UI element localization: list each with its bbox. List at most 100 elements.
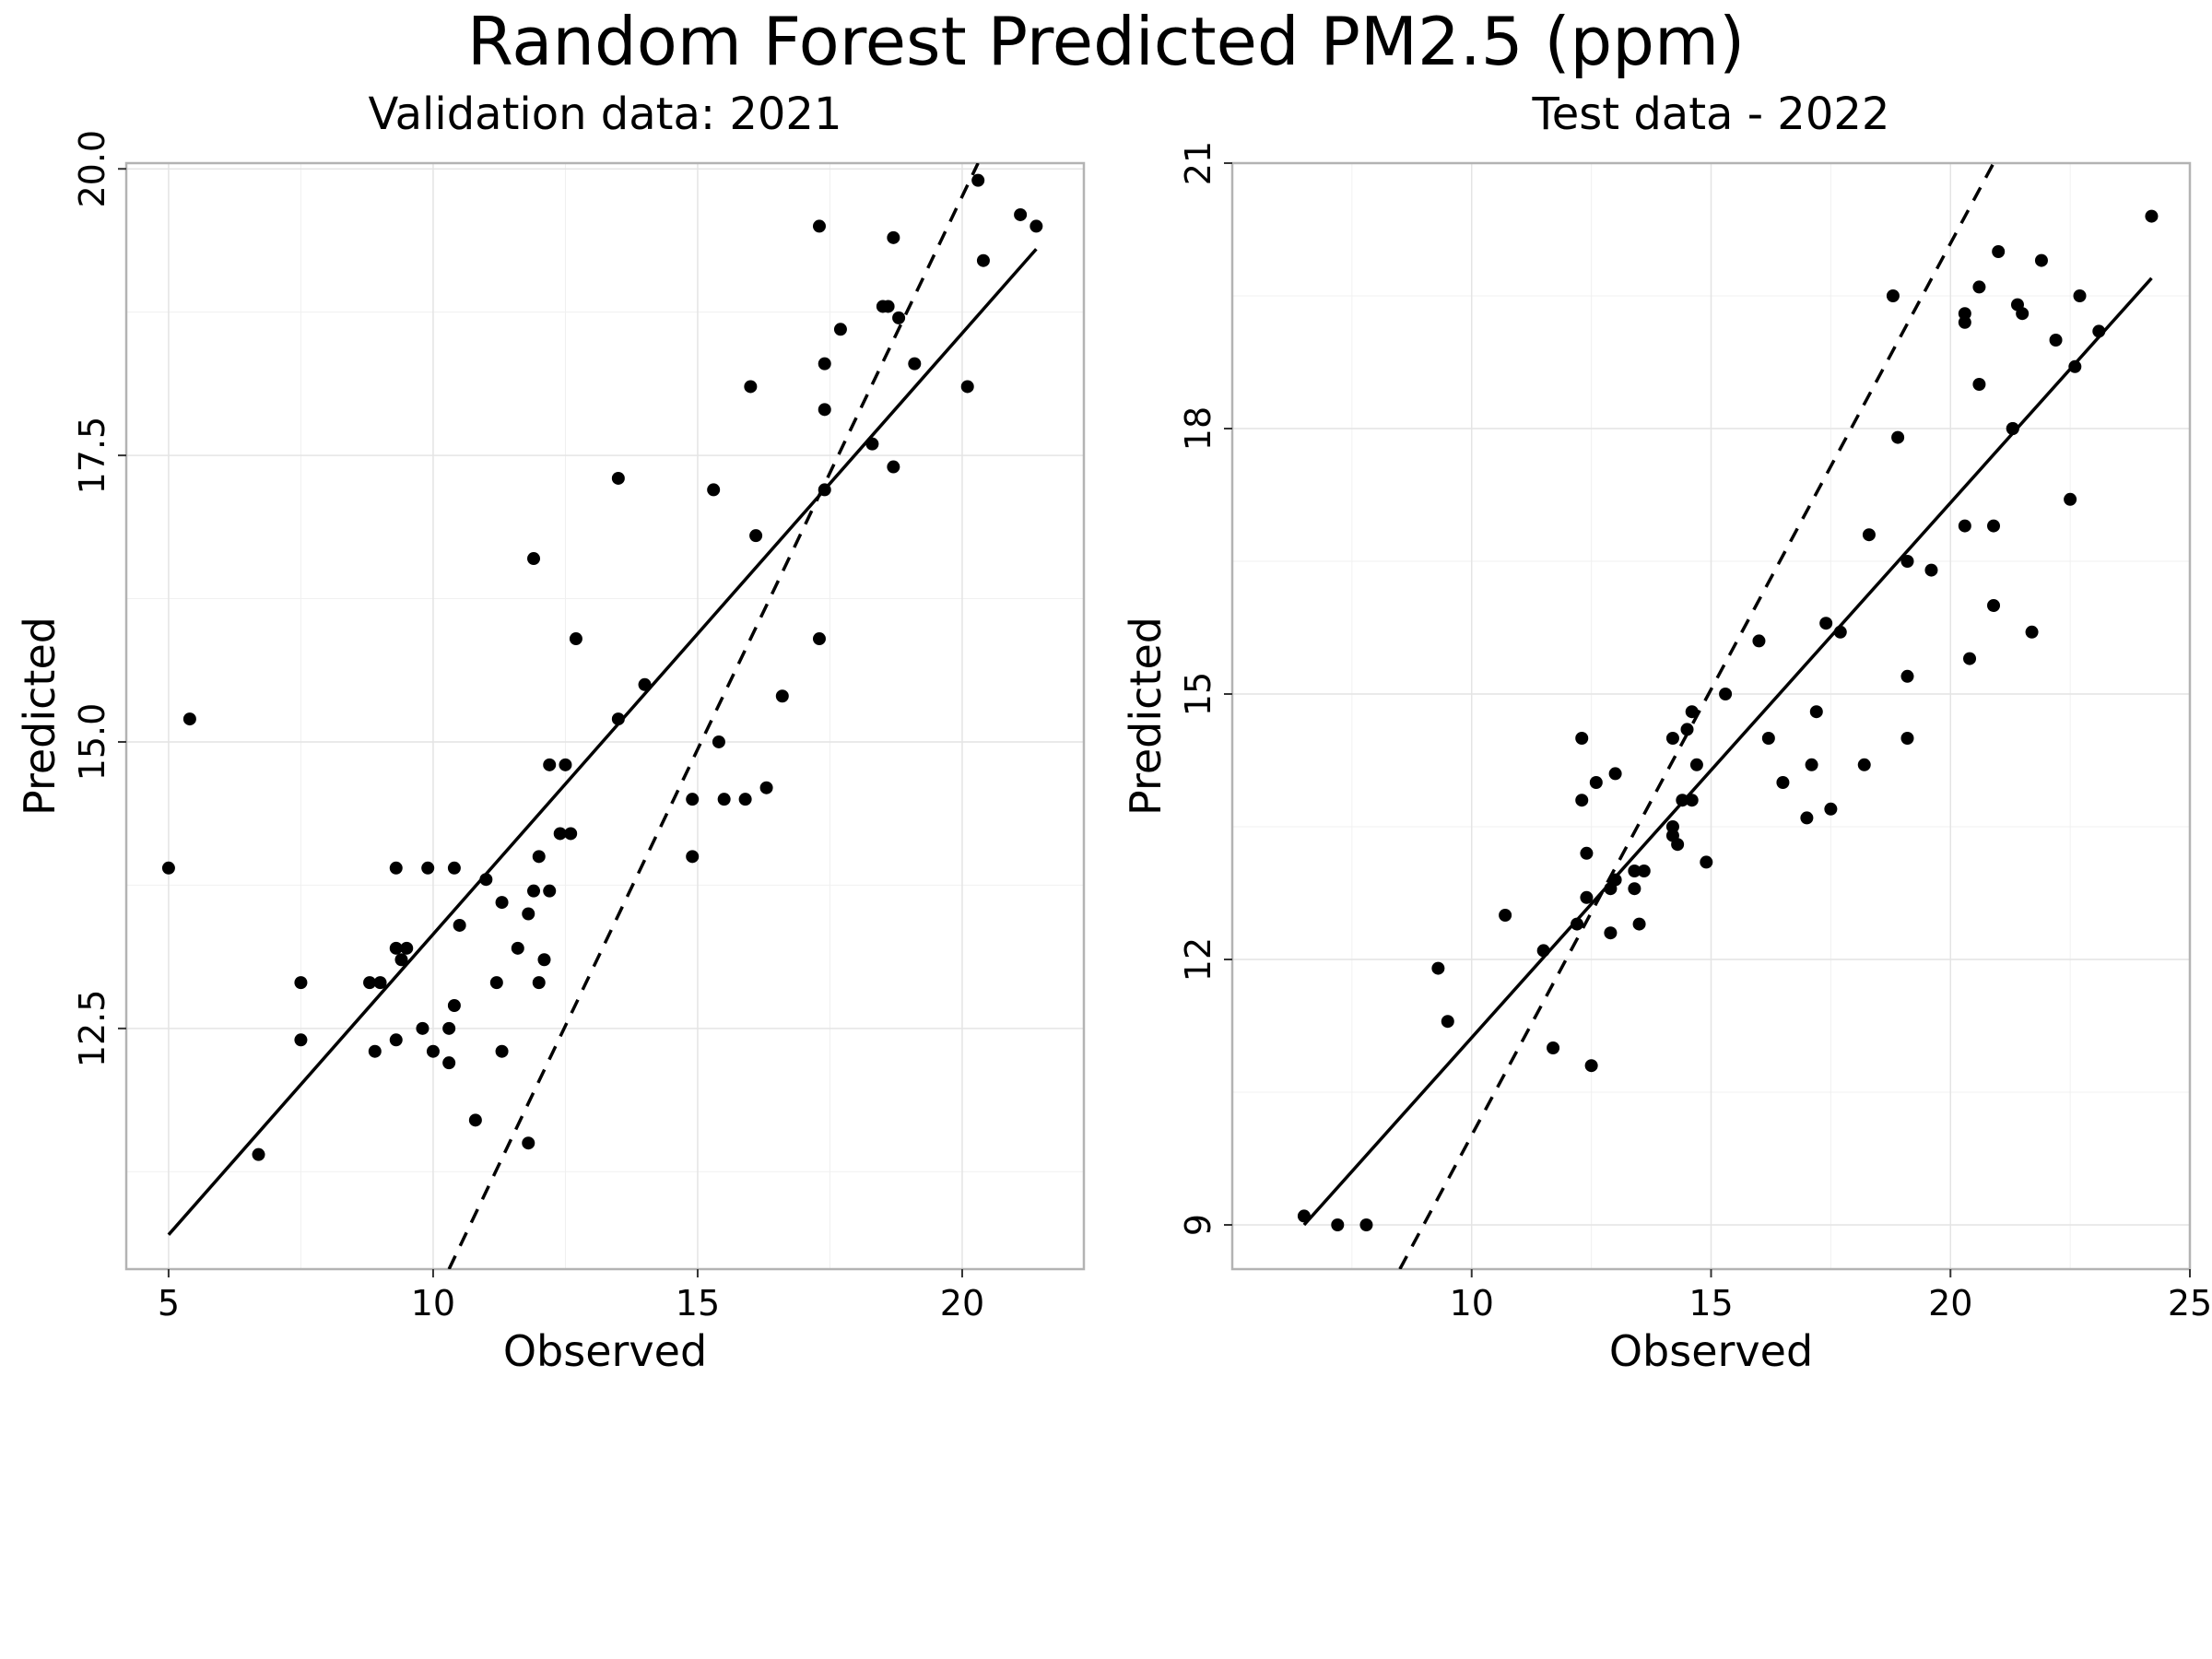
- data-point: [887, 230, 900, 244]
- data-point: [421, 861, 435, 875]
- y-axis-label: Predicted: [1121, 617, 1171, 816]
- data-point: [818, 483, 831, 497]
- data-point: [447, 861, 461, 875]
- data-point: [252, 1147, 265, 1161]
- data-point: [686, 850, 700, 864]
- data-point: [2006, 422, 2019, 435]
- data-point: [373, 976, 387, 990]
- data-point: [812, 219, 826, 233]
- data-point: [532, 976, 546, 990]
- data-point: [522, 907, 535, 921]
- data-point: [1628, 865, 1641, 877]
- data-point: [537, 953, 551, 967]
- data-point: [1575, 732, 1589, 745]
- data-point: [1676, 794, 1689, 807]
- y-tick-label: 17.5: [72, 417, 112, 495]
- data-point: [453, 918, 466, 932]
- data-point: [527, 552, 541, 566]
- data-point: [775, 689, 789, 703]
- data-point: [1809, 705, 1823, 719]
- data-point: [569, 632, 582, 646]
- data-point: [2025, 625, 2039, 639]
- data-point: [1575, 794, 1589, 807]
- data-point: [1958, 315, 1971, 329]
- data-point: [1297, 1209, 1311, 1223]
- y-tick-label: 18: [1178, 406, 1218, 451]
- data-point: [1632, 917, 1646, 931]
- data-point: [394, 953, 408, 967]
- x-tick-label: 20: [1928, 1283, 1972, 1324]
- data-point: [1958, 307, 1971, 321]
- data-point: [2073, 289, 2087, 302]
- data-point: [1972, 280, 1986, 294]
- data-point: [1628, 882, 1641, 896]
- x-tick-label: 10: [1450, 1283, 1494, 1324]
- data-point: [976, 253, 990, 267]
- data-point: [892, 311, 906, 324]
- data-point: [887, 460, 900, 474]
- y-tick-label: 15.0: [72, 703, 112, 782]
- data-point: [1886, 289, 1900, 302]
- data-point: [489, 976, 503, 990]
- data-point: [707, 483, 721, 497]
- y-tick-label: 12: [1178, 937, 1218, 982]
- data-point: [1805, 758, 1818, 771]
- data-point: [161, 861, 175, 875]
- data-point: [712, 735, 725, 748]
- data-point: [960, 380, 974, 394]
- data-point: [389, 861, 403, 875]
- data-point: [1972, 378, 1986, 391]
- data-point: [638, 677, 652, 691]
- data-point: [400, 941, 414, 955]
- data-point: [1580, 846, 1594, 860]
- y-tick-label: 9: [1178, 1214, 1218, 1236]
- data-point: [1547, 1041, 1560, 1054]
- data-point: [1987, 599, 2001, 612]
- data-point: [1665, 732, 1679, 745]
- data-point: [426, 1044, 440, 1058]
- data-point: [479, 873, 493, 887]
- data-point: [908, 357, 922, 371]
- data-point: [495, 1044, 509, 1058]
- data-point: [1800, 811, 1814, 825]
- data-point: [1992, 245, 2006, 258]
- y-tick-label: 15: [1178, 672, 1218, 716]
- data-point: [442, 1056, 456, 1070]
- data-point: [1891, 430, 1905, 444]
- data-point: [2068, 359, 2082, 373]
- plot-area: [1297, 163, 2159, 1269]
- data-point: [2049, 334, 2063, 347]
- data-point: [1900, 555, 1914, 568]
- data-point: [1700, 855, 1713, 869]
- data-point: [543, 758, 557, 771]
- y-tick-label: 20.0: [72, 130, 112, 208]
- data-point: [1499, 909, 1512, 922]
- chart-panel-2: 10 15 20 25 9 12 15 18 21 Test data - 2022 Observe…: [1121, 88, 2212, 1376]
- data-point: [1761, 732, 1775, 745]
- data-point: [611, 471, 625, 485]
- data-point: [812, 632, 826, 646]
- data-point: [1604, 926, 1618, 940]
- data-point: [2145, 209, 2159, 223]
- data-point: [564, 827, 578, 841]
- data-point: [1608, 873, 1622, 887]
- data-point: [1571, 917, 1584, 931]
- data-point: [1665, 820, 1679, 833]
- data-point: [553, 827, 567, 841]
- data-point: [389, 941, 403, 955]
- x-tick-label: 10: [411, 1283, 455, 1324]
- data-point: [532, 850, 546, 864]
- fit-line: [1302, 276, 2153, 1227]
- data-point: [2016, 307, 2030, 321]
- y-axis-label: Predicted: [15, 617, 65, 816]
- data-point: [971, 173, 985, 187]
- data-point: [1431, 961, 1445, 975]
- x-tick-label: 15: [676, 1283, 720, 1324]
- data-point: [1359, 1218, 1373, 1231]
- figure-title: Random Forest Predicted PM2.5 (ppm): [466, 3, 1746, 80]
- data-point: [2034, 253, 2048, 267]
- plot-area: [161, 163, 1043, 1269]
- x-axis-label: Observed: [503, 1326, 707, 1376]
- data-point: [182, 712, 196, 726]
